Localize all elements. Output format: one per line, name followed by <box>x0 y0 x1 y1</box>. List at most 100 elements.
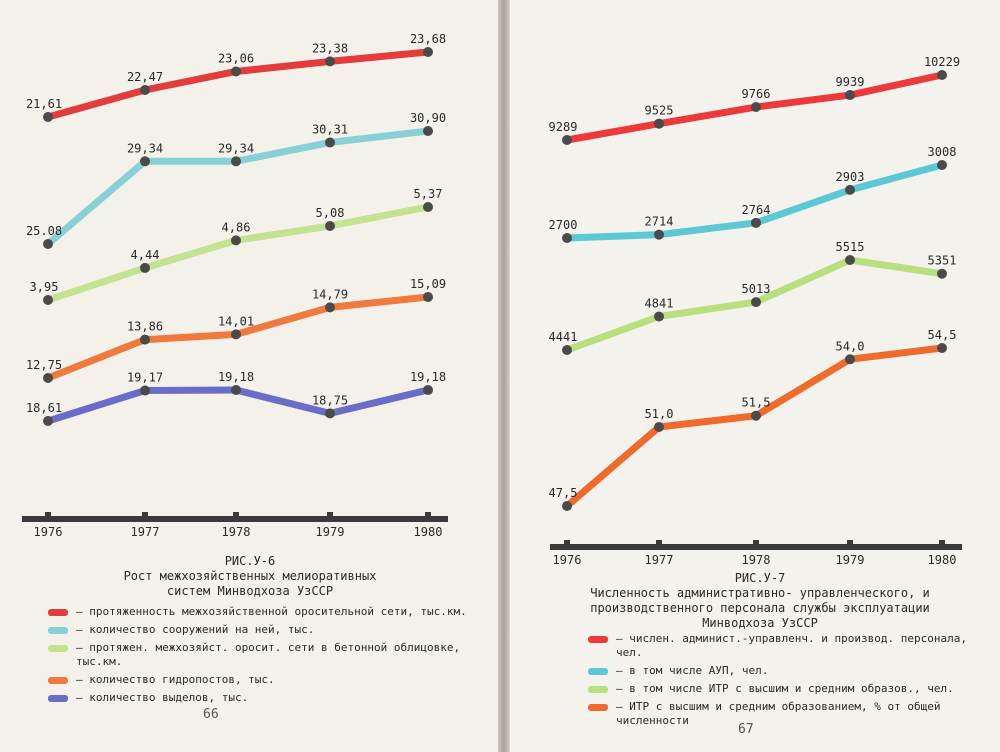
series-segment <box>329 48 429 65</box>
data-point <box>140 262 150 273</box>
data-label: 19,17 <box>127 371 163 385</box>
legend-swatch <box>48 677 68 684</box>
figure-caption-left: РИС.У-6 Рост межхозяйственных мелиоратив… <box>40 554 460 599</box>
data-label: 9766 <box>742 87 771 101</box>
data-label: 23,68 <box>410 32 446 46</box>
data-point <box>562 345 572 355</box>
data-label: 3,95 <box>30 280 59 294</box>
data-point <box>43 295 53 305</box>
x-axis-tick <box>847 540 853 546</box>
data-label: 13,86 <box>127 320 163 334</box>
data-point <box>654 229 664 240</box>
data-point <box>43 112 53 122</box>
x-axis-tick <box>327 512 333 518</box>
x-axis-tick <box>753 540 759 546</box>
legend-label: – ИТР с высшим и средним образованием, %… <box>616 700 941 727</box>
data-point <box>325 56 335 67</box>
figure-title-right: Численность административно- управленчес… <box>590 586 930 630</box>
legend-item: – протяжен. межхозяйст. ороcит. сети в б… <box>48 641 488 669</box>
data-point <box>43 373 53 383</box>
data-point <box>423 292 433 302</box>
data-point <box>845 184 855 195</box>
data-label: 22,47 <box>127 70 163 84</box>
legend-label: – в том числе ИТР с высшим и средним обр… <box>616 682 954 695</box>
x-axis <box>22 516 448 522</box>
page-left: 1976 1977 1978 1979 1980 21,61 22,47 23,06 23,38… <box>0 0 498 752</box>
x-axis-tick <box>564 540 570 546</box>
data-point <box>937 268 947 279</box>
series-5: 18,61 19,17 19,18 18,75 19,18 <box>26 370 446 426</box>
series-segment <box>754 356 852 419</box>
data-label: 23,06 <box>218 51 254 65</box>
x-axis <box>550 544 962 550</box>
data-label: 19,18 <box>218 370 254 384</box>
legend-item: – числен. админист.-управленч. и произво… <box>588 632 988 660</box>
legend-swatch <box>588 686 608 693</box>
data-point <box>937 160 947 170</box>
series-segment <box>849 256 943 278</box>
series-segment <box>144 330 237 344</box>
legend-item: – в том числе АУП, чел. <box>588 664 988 678</box>
page-number-right: 67 <box>738 722 754 737</box>
x-tick-label: 1977 <box>645 553 674 567</box>
x-axis-tick <box>233 512 239 518</box>
series-segment <box>658 298 757 320</box>
figure-label-left: РИС.У-6 <box>224 554 276 568</box>
legend-label: – в том числе АУП, чел. <box>616 664 769 677</box>
data-point <box>562 501 572 511</box>
data-label: 5515 <box>836 240 865 254</box>
series-segment <box>45 158 148 247</box>
data-point <box>654 422 664 432</box>
data-label: 5,37 <box>414 187 443 201</box>
page-number-left: 66 <box>203 707 219 722</box>
series-segment <box>849 161 943 194</box>
data-point <box>140 156 150 167</box>
series-segment <box>235 386 331 417</box>
legend-swatch <box>48 609 68 616</box>
x-tick-label: 1980 <box>414 525 443 539</box>
series-segment <box>144 68 237 94</box>
data-label: 5,08 <box>316 206 345 220</box>
data-point <box>845 255 855 265</box>
legend-label: – количество выделов, тыс. <box>76 691 249 704</box>
series-segment <box>755 91 851 111</box>
legend-label: – числен. админист.-управленч. и произво… <box>616 632 967 659</box>
data-label: 51,0 <box>645 407 674 421</box>
data-label: 12,75 <box>26 358 62 372</box>
x-axis-tick <box>656 540 662 546</box>
series-segment <box>329 127 429 146</box>
data-point <box>654 118 664 129</box>
series-1: 21,61 22,47 23,06 23,38 23,68 <box>26 32 446 122</box>
series-segment <box>849 344 943 363</box>
data-label: 29,34 <box>127 141 163 155</box>
legend-item: – в том числе ИТР с высшим и средним обр… <box>588 682 988 696</box>
legend-swatch <box>588 636 608 643</box>
series-segment <box>144 386 237 395</box>
legend-label: – количество сооружений на ней, тыс. <box>76 623 315 636</box>
legend-right: – числен. админист.-управленч. и произво… <box>588 632 988 732</box>
data-label: 54,5 <box>928 328 957 342</box>
legend-item: – количество выделов, тыс. <box>48 691 488 705</box>
data-label: 3008 <box>928 145 957 159</box>
series-segment <box>329 386 429 417</box>
data-label: 2764 <box>742 203 771 217</box>
data-point <box>231 235 241 246</box>
data-label: 9525 <box>645 104 674 118</box>
data-point <box>937 343 947 353</box>
legend-item: – количество гидропостов, тыс. <box>48 673 488 687</box>
x-tick-label: 1979 <box>316 525 345 539</box>
legend-left: – протяженность межхозяйственной оросите… <box>48 605 488 709</box>
data-label: 19,18 <box>410 370 446 384</box>
x-axis-tick <box>142 512 148 518</box>
data-label: 21,61 <box>26 97 62 111</box>
data-label: 47,5 <box>549 486 578 500</box>
legend-label: – количество гидропостов, тыс. <box>76 673 275 686</box>
page-right: 1976 1977 1978 1979 1980 9289 9525 9766 9939 1022… <box>510 0 1000 752</box>
data-label: 2903 <box>836 170 865 184</box>
data-point <box>654 311 664 322</box>
x-tick-label: 1978 <box>742 553 771 567</box>
data-label: 18,75 <box>312 393 348 407</box>
series-segment <box>47 86 146 121</box>
data-point <box>325 302 335 313</box>
x-axis-tick <box>425 512 431 518</box>
